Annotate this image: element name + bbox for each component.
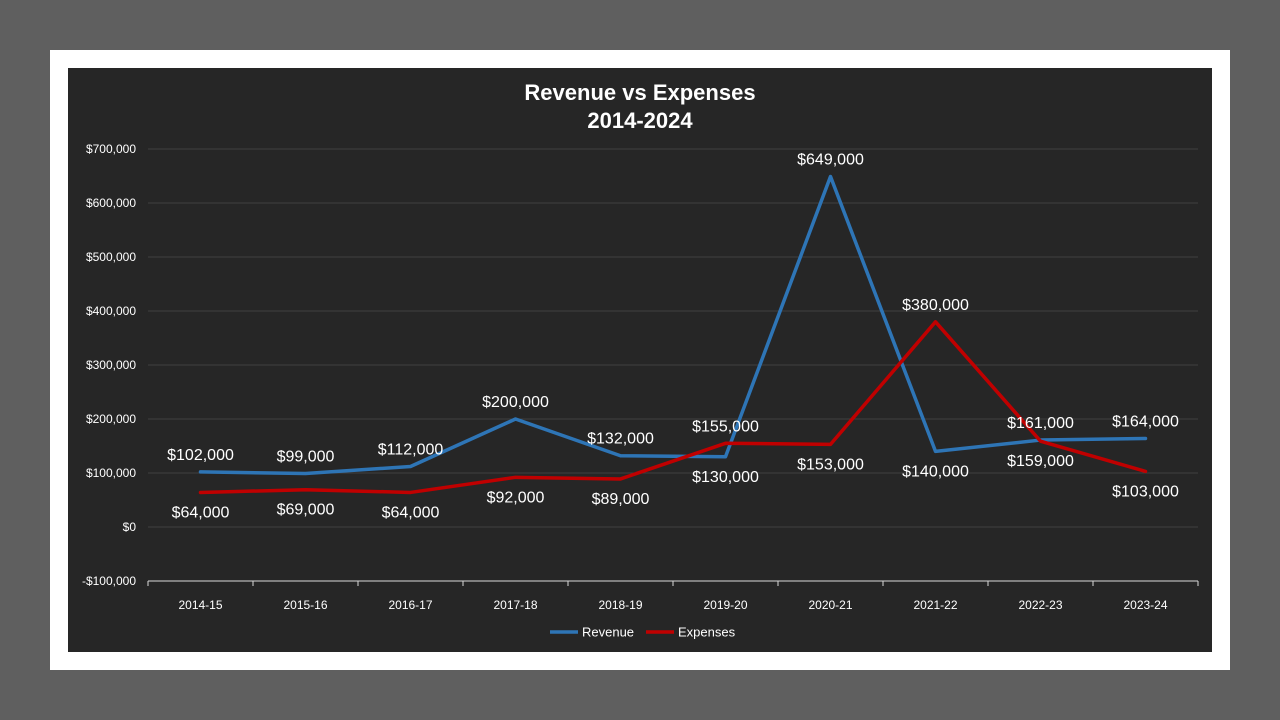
data-label-expenses: $159,000 <box>1007 453 1074 470</box>
data-label-revenue: $102,000 <box>167 447 234 464</box>
x-tick-label: 2018-19 <box>598 598 642 612</box>
data-label-expenses: $153,000 <box>797 456 864 473</box>
series-line-expenses <box>198 320 1148 495</box>
data-label-revenue: $164,000 <box>1112 413 1179 430</box>
data-label-revenue: $130,000 <box>692 469 759 486</box>
data-label-expenses: $64,000 <box>172 504 230 521</box>
x-tick-label: 2017-18 <box>493 598 537 612</box>
chart-svg: Revenue vs Expenses 2014-2024 -$100,000 $… <box>82 80 1199 640</box>
chart-title: Revenue vs Expenses <box>524 80 755 105</box>
y-tick-label: $300,000 <box>86 358 136 372</box>
data-label-expenses: $380,000 <box>902 297 969 314</box>
series-line-revenue <box>198 174 1148 476</box>
data-labels: $102,000 $99,000 $112,000 $200,000 $132,000 $… <box>167 152 1179 522</box>
y-tick-label: -$100,000 <box>82 574 136 588</box>
legend-label-expenses: Expenses <box>678 625 736 640</box>
x-tick-label: 2014-15 <box>178 598 222 612</box>
y-tick-label: $500,000 <box>86 250 136 264</box>
x-tick-label: 2019-20 <box>703 598 747 612</box>
x-tick-label: 2016-17 <box>388 598 432 612</box>
data-label-expenses: $155,000 <box>692 418 759 435</box>
data-label-revenue: $649,000 <box>797 152 864 169</box>
data-label-revenue: $132,000 <box>587 431 654 448</box>
data-label-revenue: $161,000 <box>1007 415 1074 432</box>
x-tick-label: 2023-24 <box>1123 598 1167 612</box>
gridlines <box>148 148 1198 528</box>
data-label-revenue: $112,000 <box>378 442 444 459</box>
x-tick-label: 2022-23 <box>1018 598 1062 612</box>
data-label-revenue: $200,000 <box>482 394 549 411</box>
data-label-expenses: $103,000 <box>1112 483 1179 500</box>
y-tick-label: $100,000 <box>86 466 136 480</box>
x-tick-label: 2021-22 <box>913 598 957 612</box>
x-tick-label: 2020-21 <box>808 598 852 612</box>
data-label-revenue: $140,000 <box>902 463 969 480</box>
y-tick-label: $600,000 <box>86 196 136 210</box>
data-label-expenses: $64,000 <box>382 504 440 521</box>
data-label-revenue: $99,000 <box>277 449 335 466</box>
chart-subtitle: 2014-2024 <box>587 108 693 133</box>
y-tick-label: $700,000 <box>86 142 136 156</box>
axes: -$100,000 $0 $100,000 $200,000 $300,000 $400,… <box>82 142 1199 612</box>
y-tick-label: $200,000 <box>86 412 136 426</box>
series-layer <box>198 174 1148 495</box>
slide-frame: Revenue vs Expenses 2014-2024 -$100,000 $… <box>50 50 1230 670</box>
y-tick-label: $0 <box>123 520 137 534</box>
data-label-expenses: $89,000 <box>592 491 650 508</box>
legend-label-revenue: Revenue <box>582 625 634 640</box>
data-label-expenses: $92,000 <box>487 489 545 506</box>
x-tick-label: 2015-16 <box>283 598 327 612</box>
chart-area: Revenue vs Expenses 2014-2024 -$100,000 $… <box>68 68 1212 652</box>
legend: Revenue Expenses <box>550 625 736 640</box>
data-label-expenses: $69,000 <box>277 502 335 519</box>
y-tick-label: $400,000 <box>86 304 136 318</box>
